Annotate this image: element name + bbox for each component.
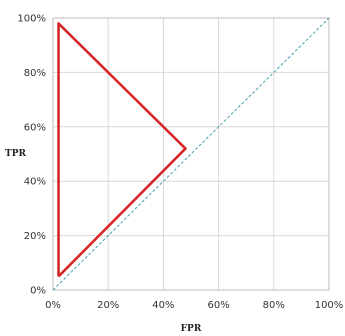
y-tick-label-5: 100% — [17, 14, 46, 25]
x-tick-label-1: 20% — [97, 300, 119, 311]
y-tick-label-3: 60% — [24, 122, 46, 133]
x-tick-labels: 0% 20% 40% 60% 80% 100% — [45, 300, 343, 311]
y-tick-label-0: 0% — [30, 286, 46, 297]
diagonal-reference-line — [52, 17, 330, 291]
x-tick-label-2: 40% — [152, 300, 174, 311]
x-tick-label-5: 100% — [315, 300, 344, 311]
y-tick-label-1: 20% — [24, 231, 46, 242]
y-tick-label-4: 80% — [24, 68, 46, 79]
x-tick-label-0: 0% — [45, 300, 61, 311]
x-tick-label-3: 60% — [207, 300, 229, 311]
y-tick-label-2: 40% — [24, 177, 46, 188]
x-tick-label-4: 80% — [263, 300, 285, 311]
y-axis-label: TPR — [5, 149, 26, 159]
roc-curve-line — [57, 22, 187, 278]
y-tick-labels: 0% 20% 40% 60% 80% 100% — [17, 14, 46, 297]
plot-frame — [52, 17, 330, 291]
x-axis-label: FPR — [181, 324, 202, 334]
series-layer — [52, 17, 330, 291]
